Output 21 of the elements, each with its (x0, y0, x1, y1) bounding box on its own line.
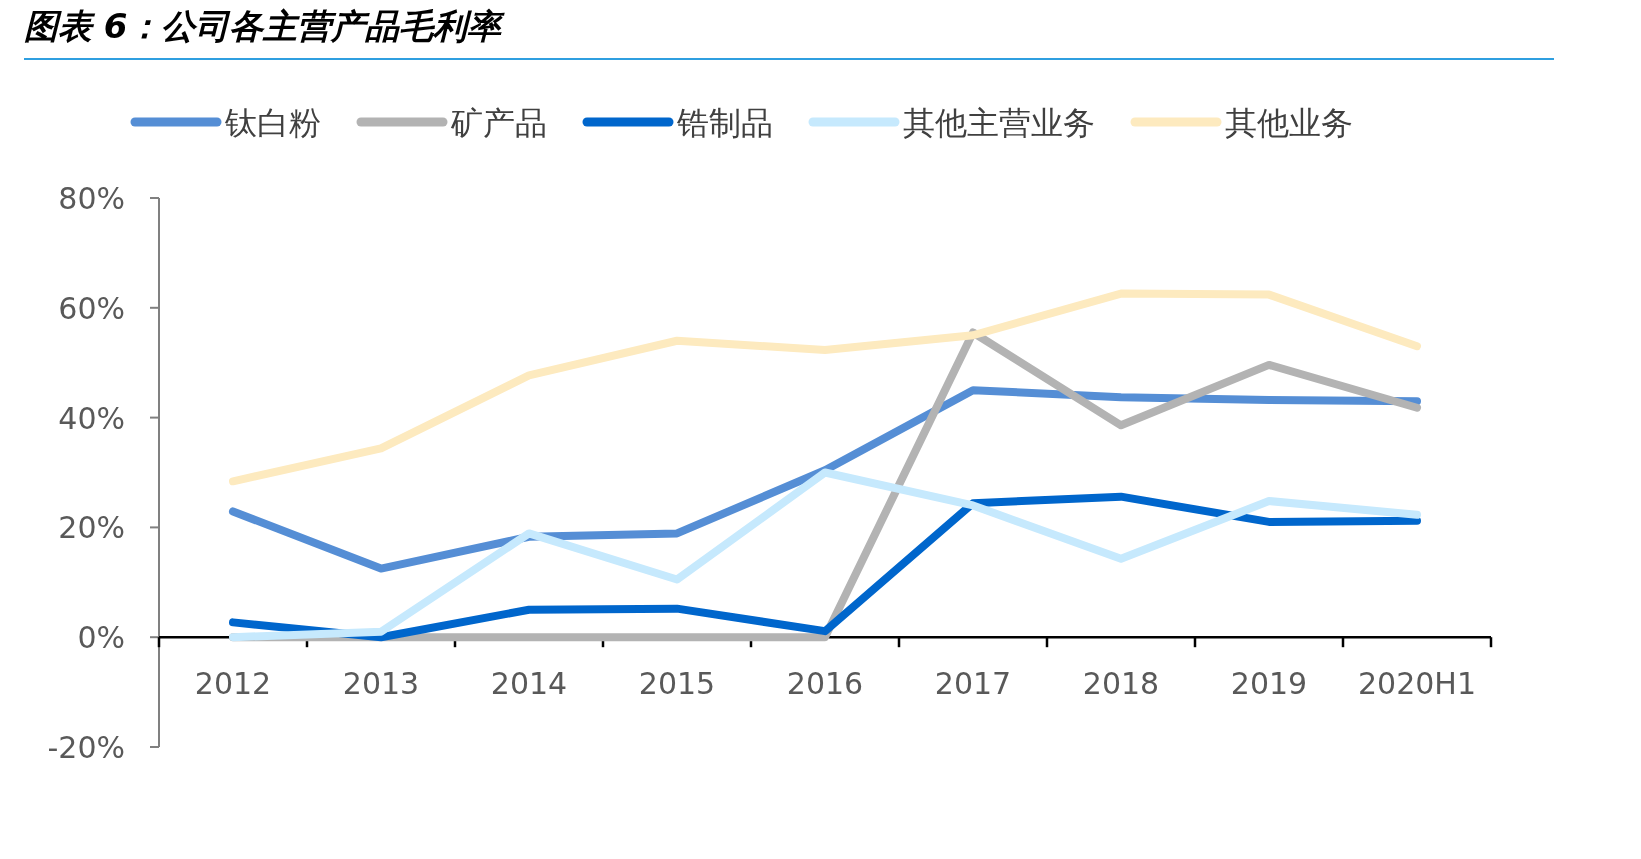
legend-label: 钛白粉 (224, 104, 321, 142)
x-tick-label: 2012 (194, 666, 272, 702)
x-tick-label: 2018 (1082, 666, 1160, 702)
y-tick-label: 40% (58, 400, 125, 436)
y-tick-label: -20% (47, 730, 125, 765)
y-tick-label: 20% (58, 510, 125, 546)
x-tick-label: 2020H1 (1358, 666, 1476, 702)
chart-title: 图表 6：公司各主营产品毛利率 (24, 4, 1554, 60)
y-tick-label: 80% (58, 181, 125, 216)
legend-label: 其他主营业务 (903, 104, 1095, 142)
y-tick-label: 60% (58, 290, 125, 326)
x-tick-label: 2019 (1230, 666, 1308, 702)
y-tick-label: 0% (77, 620, 125, 656)
x-tick-label: 2013 (342, 666, 420, 702)
x-tick-label: 2014 (490, 666, 568, 702)
legend-label: 其他业务 (1225, 104, 1353, 142)
legend-label: 锆制品 (676, 104, 773, 142)
x-tick-label: 2015 (638, 666, 716, 702)
legend-label: 矿产品 (450, 104, 547, 142)
x-tick-label: 2016 (786, 666, 864, 702)
x-tick-label: 2017 (934, 666, 1012, 702)
